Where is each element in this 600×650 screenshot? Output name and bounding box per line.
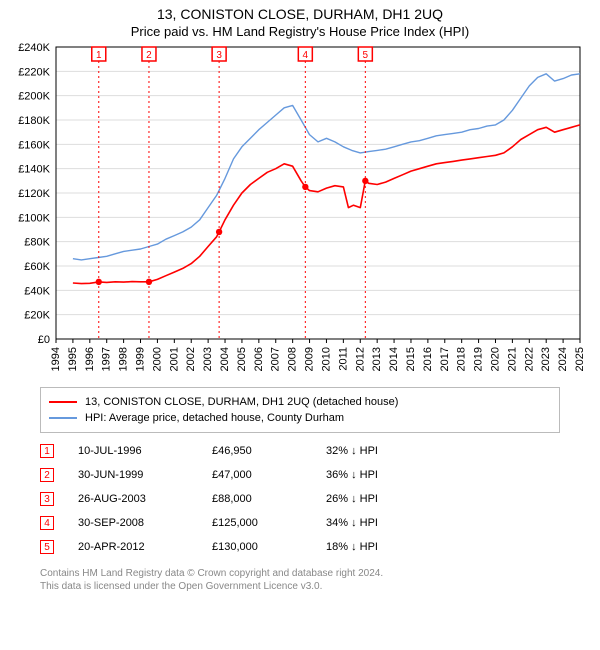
svg-text:£0: £0 xyxy=(38,334,50,346)
svg-text:2002: 2002 xyxy=(185,347,197,371)
svg-text:£240K: £240K xyxy=(18,42,50,54)
transaction-row: 2 30-JUN-1999 £47,000 36% ↓ HPI xyxy=(40,463,560,487)
svg-text:1: 1 xyxy=(96,50,102,61)
svg-text:2023: 2023 xyxy=(540,347,552,371)
transaction-row: 3 26-AUG-2003 £88,000 26% ↓ HPI xyxy=(40,487,560,511)
svg-text:2006: 2006 xyxy=(253,347,265,371)
transaction-price: £46,950 xyxy=(212,445,302,457)
transaction-date: 10-JUL-1996 xyxy=(78,445,188,457)
transaction-price: £47,000 xyxy=(212,469,302,481)
transaction-date: 20-APR-2012 xyxy=(78,541,188,553)
svg-text:2017: 2017 xyxy=(439,347,451,371)
svg-text:2014: 2014 xyxy=(388,347,400,371)
legend-swatch xyxy=(49,401,77,403)
svg-text:£220K: £220K xyxy=(18,66,50,78)
svg-text:£40K: £40K xyxy=(24,285,50,297)
svg-text:2009: 2009 xyxy=(304,347,316,371)
legend-label: 13, CONISTON CLOSE, DURHAM, DH1 2UQ (det… xyxy=(85,396,398,408)
title-subtitle: Price paid vs. HM Land Registry's House … xyxy=(0,24,600,39)
transaction-date: 30-JUN-1999 xyxy=(78,469,188,481)
legend-label: HPI: Average price, detached house, Coun… xyxy=(85,412,344,424)
title-address: 13, CONISTON CLOSE, DURHAM, DH1 2UQ xyxy=(0,6,600,22)
svg-text:£140K: £140K xyxy=(18,164,50,176)
svg-text:2025: 2025 xyxy=(574,347,586,371)
transaction-hpi: 34% ↓ HPI xyxy=(326,517,416,529)
svg-text:1994: 1994 xyxy=(50,347,62,371)
svg-text:2003: 2003 xyxy=(202,347,214,371)
transaction-price: £130,000 xyxy=(212,541,302,553)
transaction-hpi: 36% ↓ HPI xyxy=(326,469,416,481)
svg-text:2013: 2013 xyxy=(371,347,383,371)
legend-row: 13, CONISTON CLOSE, DURHAM, DH1 2UQ (det… xyxy=(49,394,551,410)
footer-line1: Contains HM Land Registry data © Crown c… xyxy=(40,567,560,580)
svg-text:2020: 2020 xyxy=(489,347,501,371)
svg-text:2008: 2008 xyxy=(287,347,299,371)
svg-text:2007: 2007 xyxy=(270,347,282,371)
svg-text:£80K: £80K xyxy=(24,237,50,249)
transactions-table: 1 10-JUL-1996 £46,950 32% ↓ HPI 2 30-JUN-1999… xyxy=(40,439,560,559)
svg-text:£120K: £120K xyxy=(18,188,50,200)
svg-text:1999: 1999 xyxy=(135,347,147,371)
svg-text:£160K: £160K xyxy=(18,139,50,151)
transaction-hpi: 26% ↓ HPI xyxy=(326,493,416,505)
transaction-hpi: 32% ↓ HPI xyxy=(326,445,416,457)
transaction-price: £125,000 xyxy=(212,517,302,529)
svg-text:£180K: £180K xyxy=(18,115,50,127)
svg-text:£100K: £100K xyxy=(18,212,50,224)
transaction-date: 30-SEP-2008 xyxy=(78,517,188,529)
svg-text:2010: 2010 xyxy=(320,347,332,371)
svg-text:2: 2 xyxy=(146,50,152,61)
legend-swatch xyxy=(49,417,77,419)
svg-text:2019: 2019 xyxy=(473,347,485,371)
svg-text:2024: 2024 xyxy=(557,347,569,371)
svg-text:2015: 2015 xyxy=(405,347,417,371)
legend: 13, CONISTON CLOSE, DURHAM, DH1 2UQ (det… xyxy=(40,387,560,433)
legend-row: HPI: Average price, detached house, Coun… xyxy=(49,410,551,426)
transaction-marker: 4 xyxy=(40,516,54,530)
footer-attribution: Contains HM Land Registry data © Crown c… xyxy=(40,567,560,593)
transaction-row: 4 30-SEP-2008 £125,000 34% ↓ HPI xyxy=(40,511,560,535)
svg-text:2011: 2011 xyxy=(337,347,349,371)
transaction-row: 5 20-APR-2012 £130,000 18% ↓ HPI xyxy=(40,535,560,559)
chart-svg: £0 £20K £40K £60K £80K £100K £120K £140K £160K £1… xyxy=(0,39,600,379)
svg-text:1996: 1996 xyxy=(84,347,96,371)
svg-text:1995: 1995 xyxy=(67,347,79,371)
titles: 13, CONISTON CLOSE, DURHAM, DH1 2UQ Pric… xyxy=(0,0,600,39)
svg-text:2012: 2012 xyxy=(354,347,366,371)
svg-text:2001: 2001 xyxy=(168,347,180,371)
svg-text:£60K: £60K xyxy=(24,261,50,273)
transaction-row: 1 10-JUL-1996 £46,950 32% ↓ HPI xyxy=(40,439,560,463)
transaction-date: 26-AUG-2003 xyxy=(78,493,188,505)
svg-text:1998: 1998 xyxy=(118,347,130,371)
svg-text:£20K: £20K xyxy=(24,310,50,322)
chart-area: £0 £20K £40K £60K £80K £100K £120K £140K £160K £1… xyxy=(0,39,600,379)
svg-text:3: 3 xyxy=(216,50,222,61)
svg-text:2022: 2022 xyxy=(523,347,535,371)
svg-text:2016: 2016 xyxy=(422,347,434,371)
transaction-price: £88,000 xyxy=(212,493,302,505)
svg-text:£200K: £200K xyxy=(18,91,50,103)
footer-line2: This data is licensed under the Open Gov… xyxy=(40,580,560,593)
transaction-marker: 3 xyxy=(40,492,54,506)
svg-text:2021: 2021 xyxy=(506,347,518,371)
chart-container: 13, CONISTON CLOSE, DURHAM, DH1 2UQ Pric… xyxy=(0,0,600,593)
svg-text:5: 5 xyxy=(363,50,369,61)
transaction-marker: 5 xyxy=(40,540,54,554)
svg-text:1997: 1997 xyxy=(101,347,113,371)
svg-text:4: 4 xyxy=(303,50,309,61)
svg-text:2000: 2000 xyxy=(151,347,163,371)
svg-text:2004: 2004 xyxy=(219,347,231,371)
transaction-marker: 1 xyxy=(40,444,54,458)
svg-text:2005: 2005 xyxy=(236,347,248,371)
svg-text:2018: 2018 xyxy=(456,347,468,371)
transaction-marker: 2 xyxy=(40,468,54,482)
transaction-hpi: 18% ↓ HPI xyxy=(326,541,416,553)
